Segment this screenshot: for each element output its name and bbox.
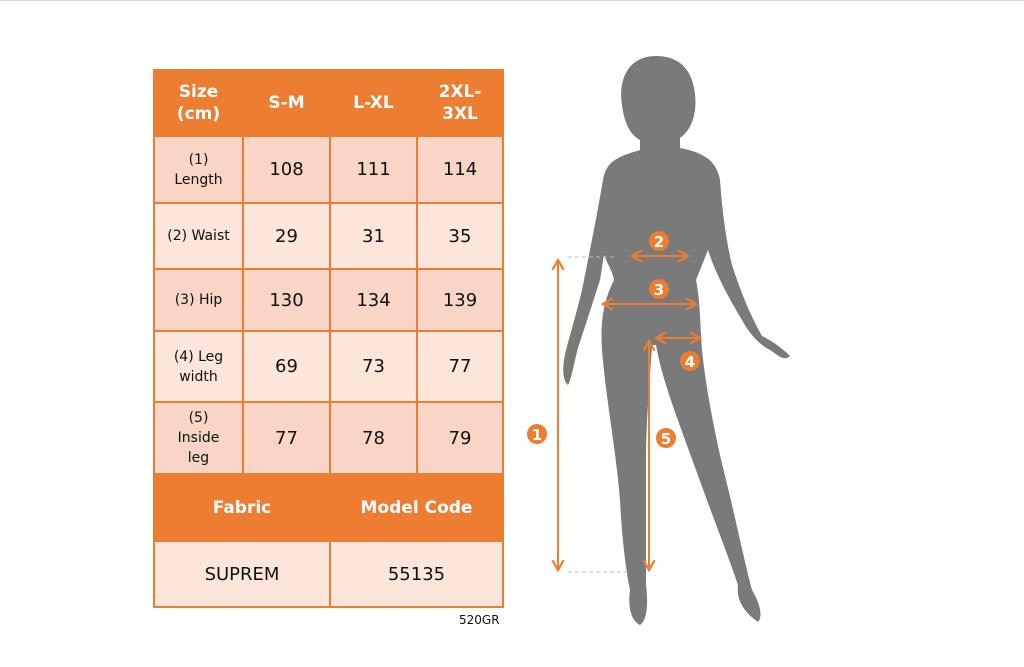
marker-3-label: 3: [654, 281, 664, 299]
table-row-length: (1) Length 108 111 114: [153, 135, 504, 204]
label-line: Length: [174, 171, 223, 188]
header-2xl-line1: 2XL-: [438, 82, 482, 102]
label-line: Inside: [177, 430, 220, 446]
marker-2: [649, 231, 669, 251]
cell: 78: [329, 401, 418, 475]
row-label: (5) Inside leg: [153, 401, 244, 475]
marker-2-label: 2: [654, 233, 664, 251]
cell: 139: [416, 268, 504, 332]
table-row-hip: (3) Hip 130 134 139: [153, 268, 504, 332]
model-code-value: 55135: [329, 540, 504, 608]
header-size-line1: Size: [178, 82, 219, 102]
row-label: (1) Length: [153, 135, 244, 204]
marker-5-label: 5: [661, 430, 671, 448]
cell: 111: [329, 135, 418, 204]
marker-4-label: 4: [685, 353, 695, 371]
marker-1: [527, 424, 547, 444]
label-line: (1): [188, 151, 209, 168]
fabric-header-row: Fabric Model Code: [153, 473, 504, 542]
cell: 73: [329, 330, 418, 403]
label-line: (5): [188, 410, 209, 426]
cell: 108: [242, 135, 331, 204]
row-label: (2) Waist: [153, 202, 244, 270]
header-size-line2: (cm): [176, 104, 221, 124]
row-label: (4) Leg width: [153, 330, 244, 403]
cell: 31: [329, 202, 418, 270]
size-header-row: Size (cm) S-M L-XL 2XL- 3XL: [153, 69, 504, 137]
cell: 114: [416, 135, 504, 204]
top-divider: [0, 0, 1024, 1]
size-table: Size (cm) S-M L-XL 2XL- 3XL (1) Length 108 …: [153, 69, 504, 608]
model-code-label: Model Code: [329, 473, 504, 542]
marker-1-label: 1: [532, 426, 542, 444]
label-line: width: [179, 368, 218, 385]
header-size: Size (cm): [153, 69, 244, 137]
marker-3: [649, 279, 669, 299]
footer-code: 520GR: [459, 613, 500, 627]
fabric-value-row: SUPREM 55135: [153, 540, 504, 608]
marker-4: [680, 351, 700, 371]
table-row-inside-leg: (5) Inside leg 77 78 79: [153, 401, 504, 475]
label-line: (4) Leg: [173, 348, 224, 365]
table-row-waist: (2) Waist 29 31 35: [153, 202, 504, 270]
marker-5: [656, 428, 676, 448]
header-2xl-3xl: 2XL- 3XL: [416, 69, 504, 137]
row-label: (3) Hip: [153, 268, 244, 332]
cell: 35: [416, 202, 504, 270]
fabric-label: Fabric: [153, 473, 331, 542]
cell: 77: [416, 330, 504, 403]
label-line: leg: [187, 450, 210, 466]
cell: 77: [242, 401, 331, 475]
cell: 130: [242, 268, 331, 332]
body-measurement-figure: 1 2 3 4 5: [527, 56, 790, 625]
cell: 29: [242, 202, 331, 270]
cell: 69: [242, 330, 331, 403]
header-l-xl: L-XL: [329, 69, 418, 137]
table-row-leg-width: (4) Leg width 69 73 77: [153, 330, 504, 403]
cell: 134: [329, 268, 418, 332]
woman-silhouette: [563, 56, 790, 625]
fabric-value: SUPREM: [153, 540, 331, 608]
header-s-m: S-M: [242, 69, 331, 137]
header-2xl-line2: 3XL: [442, 104, 478, 124]
cell: 79: [416, 401, 504, 475]
